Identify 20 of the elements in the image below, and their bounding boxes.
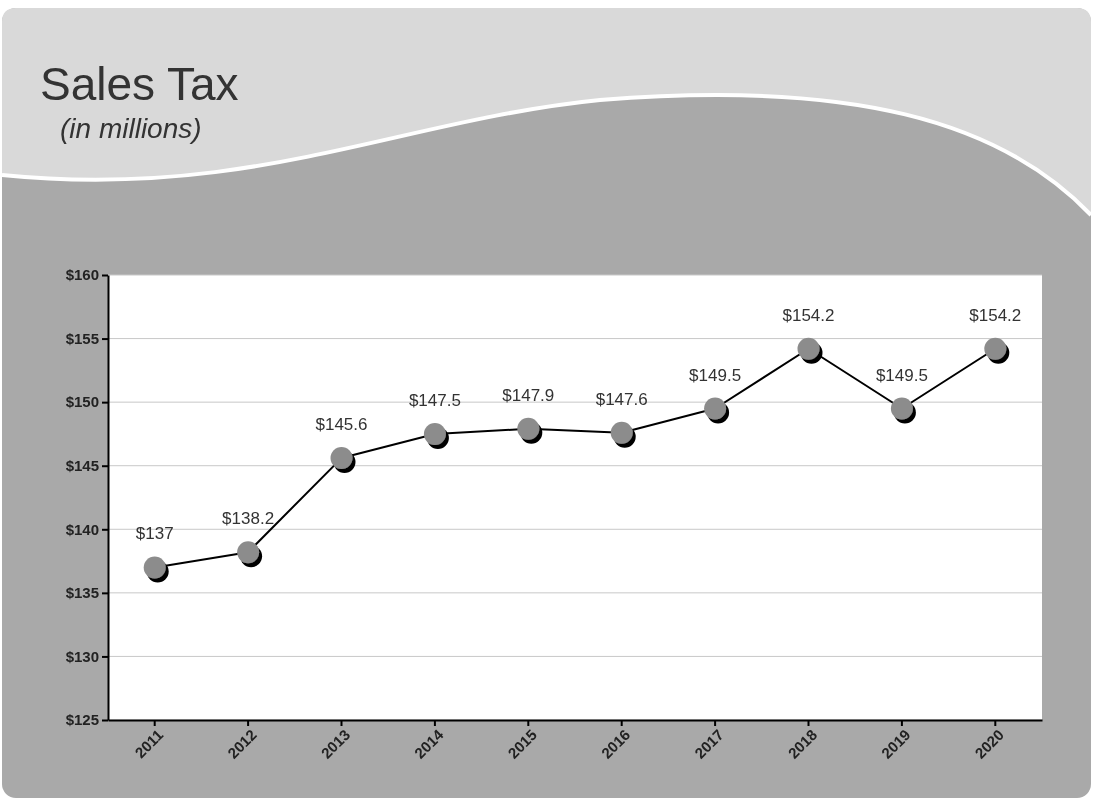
chart-subtitle: (in millions) [60,113,202,144]
y-tick-label: $150 [65,393,99,411]
chart-title: Sales Tax [40,58,239,110]
y-tick-label: $140 [65,520,99,538]
y-tick-label: $145 [65,457,99,475]
data-label: $138.2 [222,509,275,529]
data-label: $154.2 [969,305,1022,325]
data-label: $147.5 [408,390,461,410]
data-label: $149.5 [875,365,928,385]
data-label: $145.6 [315,415,368,435]
data-label: $147.6 [595,389,648,409]
y-tick-label: $135 [65,584,99,602]
y-tick-label: $160 [65,266,99,284]
y-tick-label: $125 [65,711,99,729]
data-label: $154.2 [782,305,835,325]
data-label: $147.9 [502,385,555,405]
data-label: $137 [135,524,174,544]
y-tick-label: $155 [65,329,99,347]
y-tick-label: $130 [65,647,99,665]
data-label: $149.5 [689,365,742,385]
